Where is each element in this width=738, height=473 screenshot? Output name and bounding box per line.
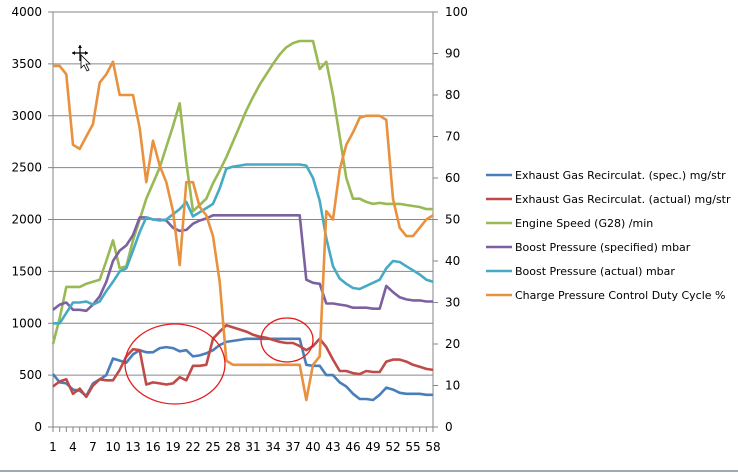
axes: 0 500 1000 1500 2000 2500 3000 3500 4000 0 10 20 30 4… (11, 5, 467, 454)
x-tick-label: 13 (125, 440, 140, 454)
y-tick-label: 0 (34, 420, 42, 434)
legend-label: Exhaust Gas Recirculat. (spec.) mg/str (515, 169, 726, 182)
highlight-circle-2 (260, 317, 314, 363)
x-tick-label: 52 (385, 440, 400, 454)
x-tick-label: 58 (425, 440, 440, 454)
y-tick-label: 1000 (11, 316, 42, 330)
y2-tick-label: 10 (445, 379, 460, 393)
y2-tick-label: 0 (445, 420, 453, 434)
y2-tick-label: 30 (445, 296, 460, 310)
y-tick-label: 4000 (11, 5, 42, 19)
series-line-2 (52, 323, 434, 399)
y2-tick-label: 40 (445, 254, 460, 268)
series-line-6 (53, 60, 434, 402)
x-tick-label: 34 (265, 440, 280, 454)
move-cursor-icon (72, 45, 91, 72)
series-line-5 (53, 163, 434, 325)
y-tick-label: 3000 (11, 109, 42, 123)
x-tick-label: 7 (89, 440, 97, 454)
series-lines (51, 39, 434, 402)
legend-label: Boost Pressure (specified) mbar (515, 241, 691, 254)
y2-tick-label: 60 (445, 171, 460, 185)
highlight-circle-1 (124, 323, 226, 405)
legend: Exhaust Gas Recirculat. (spec.) mg/str Ex… (486, 169, 731, 302)
x-tick-label: 1 (49, 440, 57, 454)
x-tick-label: 28 (225, 440, 240, 454)
legend-label: Engine Speed (G28) /min (515, 217, 653, 230)
x-tick-label: 55 (405, 440, 420, 454)
annotations (124, 317, 314, 405)
x-tick-label: 40 (305, 440, 320, 454)
x-tick-label: 19 (165, 440, 180, 454)
x-tick-label: 22 (185, 440, 200, 454)
x-tick-label: 31 (245, 440, 260, 454)
series-line-1 (51, 337, 433, 402)
legend-label: Exhaust Gas Recirculat. (actual) mg/str (515, 193, 731, 206)
y2-tick-label: 20 (445, 337, 460, 351)
y-tick-label: 2000 (11, 213, 42, 227)
x-tick-label: 16 (145, 440, 160, 454)
x-tick-label: 49 (365, 440, 380, 454)
x-tick-label: 37 (285, 440, 300, 454)
series-line-4 (52, 214, 433, 313)
y-tick-label: 500 (19, 368, 42, 382)
y-tick-label: 3500 (11, 57, 42, 71)
y2-tick-label: 80 (445, 88, 460, 102)
y2-tick-label: 100 (445, 5, 468, 19)
x-tick-label: 46 (345, 440, 360, 454)
y2-tick-label: 90 (445, 47, 460, 61)
y-tick-label: 1500 (11, 264, 42, 278)
series-line-3 (51, 39, 433, 345)
x-tick-label: 25 (205, 440, 220, 454)
x-tick-label: 10 (105, 440, 120, 454)
legend-label: Charge Pressure Control Duty Cycle % (515, 289, 725, 302)
x-tick-label: 4 (69, 440, 77, 454)
legend-label: Boost Pressure (actual) mbar (515, 265, 675, 278)
y-tick-label: 2500 (11, 161, 42, 175)
x-tick-label: 43 (325, 440, 340, 454)
y2-tick-label: 70 (445, 130, 460, 144)
y2-tick-label: 50 (445, 213, 460, 227)
